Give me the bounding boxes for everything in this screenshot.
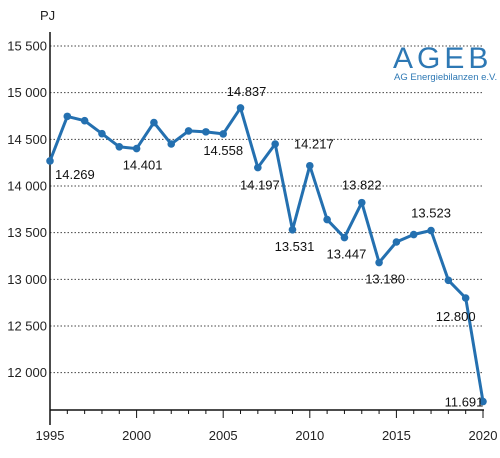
y-tick-label: 13 500 [7,225,47,240]
y-tick-label: 14 500 [7,132,47,147]
data-label: 14.837 [227,84,267,99]
data-point [132,144,141,153]
y-axis-ticks: 12 000 12 500 13 000 13 500 14 000 14 500 15 0… [7,39,47,381]
data-point [288,225,297,234]
x-tick-label: 2015 [382,428,411,443]
data-point [357,198,366,207]
y-tick-label: 12 500 [7,319,47,334]
x-tick-label: 2010 [295,428,324,443]
series-line [48,106,485,402]
data-label: 14.217 [294,137,334,152]
data-point [323,215,331,224]
data-point [254,163,262,172]
x-tick-label: 2000 [122,428,151,443]
y-axis-unit-label: PJ [40,8,55,23]
data-label: 14.197 [240,178,280,193]
data-point [271,140,279,148]
data-point [46,157,54,165]
ageb-logo: AGEB AG Energiebilanzen e.V. [393,42,497,83]
data-point [427,226,435,235]
data-label: 12.800 [436,309,476,324]
y-tick-label: 14 000 [7,179,47,194]
data-label: 13.447 [327,247,367,262]
data-point [375,258,383,267]
y-tick-label: 15 500 [7,39,47,54]
data-point [115,143,124,151]
y-tick-label: 13 000 [7,272,47,287]
data-point [409,230,418,239]
data-point [306,161,314,170]
data-point [461,294,470,302]
data-point [340,233,349,242]
data-label: 14.269 [55,167,95,182]
data-point [98,129,106,138]
x-tick-label: 1995 [36,428,65,443]
data-point [150,118,158,127]
x-axis-ticks: 1995 2000 2005 2010 2015 2020 [36,410,498,443]
data-label: 14.401 [123,158,163,173]
data-point [392,238,401,246]
data-point [479,397,487,406]
data-point [184,127,193,135]
data-label: 11.691 [445,395,484,410]
logo-title: AGEB [393,42,492,75]
x-tick-label: 2020 [469,428,498,443]
data-point [219,130,227,138]
data-point [236,104,245,112]
x-tick-label: 2005 [209,428,238,443]
y-tick-label: 12 000 [7,365,47,380]
data-point [80,116,89,125]
data-label: 13.180 [365,272,405,287]
data-labels: 14.269 14.401 14.558 14.837 14.197 13.531 14.2… [55,84,483,410]
data-point [63,112,72,121]
data-label: 13.531 [275,239,315,254]
data-label: 13.523 [411,206,451,221]
data-label: 13.822 [342,178,382,193]
data-label: 14.558 [203,143,243,158]
series-group [46,104,487,406]
data-point [167,140,176,148]
logo-subtitle: AG Energiebilanzen e.V. [394,72,497,83]
data-point [202,128,210,136]
y-tick-label: 15 000 [7,85,47,100]
data-point [444,276,453,285]
